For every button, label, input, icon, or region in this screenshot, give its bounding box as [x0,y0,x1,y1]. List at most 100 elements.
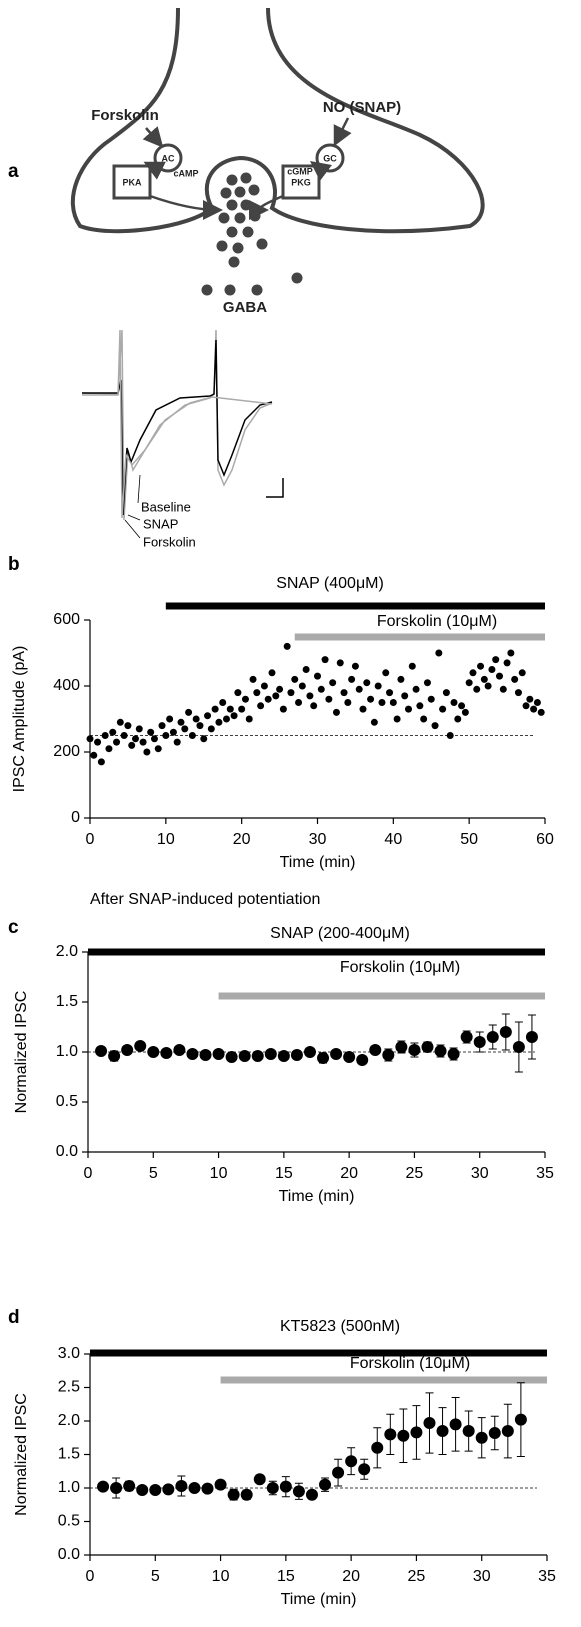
point [492,656,500,664]
point [480,675,488,683]
point [305,1488,318,1501]
point [386,689,394,697]
x-tick-label: 30 [473,1568,491,1585]
x-tick-label: 20 [233,831,251,848]
point [201,1482,214,1495]
point [310,702,318,710]
point [143,748,151,756]
point [149,1484,162,1497]
point [449,1418,462,1431]
point [522,702,530,710]
point [124,722,132,730]
point [421,1041,434,1053]
point [340,689,348,697]
terminal-outline [70,7,485,234]
y-tick-label: 2.0 [58,1412,80,1429]
point [389,699,397,706]
point [295,699,303,706]
point [196,722,204,730]
point [109,728,117,736]
x-tick-label: 5 [149,1165,158,1182]
point [384,1428,397,1441]
point [469,669,477,677]
point [439,705,447,713]
point [101,732,109,739]
x-tick-label: 40 [384,831,402,848]
x-axis-label: Time (min) [279,1188,355,1205]
y-tick-label: 2.5 [58,1379,80,1396]
point [395,1041,408,1053]
point [330,1048,343,1060]
point [186,1048,199,1060]
point [90,751,98,759]
point [245,715,253,723]
point [343,1051,356,1063]
point [420,715,428,723]
point [264,695,272,703]
point [374,682,382,690]
point [371,1441,384,1454]
point [204,712,212,720]
point [173,1044,186,1056]
point [277,1050,290,1062]
point [192,715,200,723]
x-tick-label: 25 [406,1165,424,1182]
point [446,732,454,739]
point [150,735,158,743]
point [128,741,136,749]
point [317,1052,330,1064]
y-tick-label: 0 [71,809,80,826]
point [358,1463,371,1476]
point [105,745,113,753]
point [526,695,534,703]
y-axis-label: Normalized IPSC [13,991,30,1114]
y-tick-label: 0.5 [58,1513,80,1530]
point [370,718,378,726]
point [477,662,485,670]
point [188,1482,201,1494]
y-tick-label: 0.0 [56,1143,78,1160]
point [345,1455,358,1468]
x-tick-label: 30 [471,1165,489,1182]
point [401,692,409,700]
point [169,728,177,736]
point [533,699,541,706]
point [317,685,325,693]
point [86,735,94,743]
x-tick-label: 10 [157,831,175,848]
y-tick-label: 1.0 [58,1479,80,1496]
x-tick-label: 10 [210,1165,228,1182]
point [397,1429,410,1442]
point [359,705,367,713]
point [356,1054,369,1066]
point [290,1049,303,1061]
point [287,689,295,697]
point [525,1031,538,1043]
point [408,1044,421,1056]
point [212,1048,225,1060]
point [173,738,181,746]
point [332,1466,345,1479]
x-axis-label: Time (min) [280,854,356,871]
point [405,705,412,713]
point [306,692,314,700]
point [279,1480,292,1493]
point [393,715,401,723]
point [436,1425,449,1438]
point [116,718,124,726]
y-tick-label: 400 [53,677,80,694]
point [264,1048,277,1060]
point [447,1048,460,1060]
point [511,675,519,683]
point [162,1483,175,1496]
point [257,702,265,710]
x-tick-label: 0 [86,831,95,848]
trace-label: SNAP [143,516,178,531]
x-tick-label: 35 [536,1165,554,1182]
point [110,1482,123,1494]
point [382,669,390,677]
point [473,685,481,693]
messenger-label: cAMP [173,168,198,178]
point [499,685,507,693]
point [408,662,416,670]
